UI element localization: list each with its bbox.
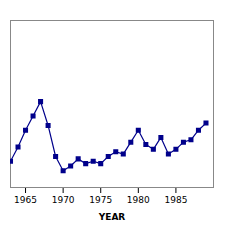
svg-text:1965: 1965 xyxy=(14,195,37,205)
svg-text:YEAR: YEAR xyxy=(98,212,126,222)
svg-text:1985: 1985 xyxy=(164,195,187,205)
svg-text:1975: 1975 xyxy=(89,195,112,205)
svg-text:1970: 1970 xyxy=(52,195,75,205)
svg-text:1980: 1980 xyxy=(127,195,150,205)
